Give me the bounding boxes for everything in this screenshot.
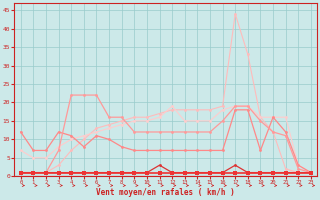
X-axis label: Vent moyen/en rafales ( km/h ): Vent moyen/en rafales ( km/h ) bbox=[96, 188, 235, 197]
